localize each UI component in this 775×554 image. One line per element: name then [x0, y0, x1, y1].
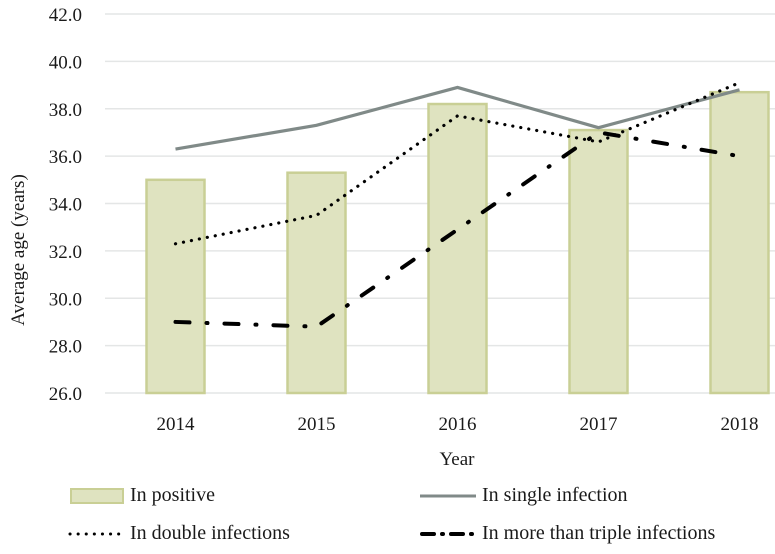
line-in-double-infections: [173, 81, 742, 246]
legend-label: In more than triple infections: [482, 522, 716, 544]
legend-item-double: In double infections: [68, 522, 290, 545]
y-tick-label: 32.0: [49, 242, 82, 263]
bar-2014: [145, 178, 206, 395]
x-tick-label: 2018: [721, 414, 759, 435]
y-tick-label: 34.0: [49, 195, 82, 216]
bar-2016: [427, 102, 488, 395]
legend-swatch-dashdot-line: [420, 531, 476, 536]
bar-2018: [709, 90, 770, 395]
legend-item-triple: In more than triple infections: [420, 522, 715, 545]
y-tick-label: 28.0: [49, 337, 82, 358]
legend-swatch-solid-line: [420, 494, 476, 497]
y-tick-label: 36.0: [49, 147, 82, 168]
y-tick-label: 40.0: [49, 52, 82, 73]
x-tick-label: 2014: [157, 414, 196, 435]
y-axis-title: Average age (years): [8, 174, 29, 326]
legend: In positive In single infection In doubl…: [0, 478, 775, 554]
chart: 26.0 28.0 30.0 32.0 34.0 36.0 38.0 40.0 42.0 201…: [8, 5, 775, 470]
bar-2017: [568, 128, 629, 395]
legend-swatch-bar: [70, 487, 124, 504]
x-axis-title: Year: [439, 449, 475, 470]
legend-label: In single infection: [482, 484, 628, 506]
x-tick-label: 2016: [439, 414, 477, 435]
legend-swatch-dotted-line: [68, 532, 124, 535]
lines: [173, 81, 742, 329]
x-tick-label: 2015: [298, 414, 336, 435]
line-in-single-infection: [175, 85, 740, 151]
legend-label: In double infections: [130, 522, 290, 544]
y-tick-label: 38.0: [49, 100, 82, 121]
legend-item-positive: In positive: [70, 484, 215, 507]
y-tick-label: 42.0: [49, 5, 82, 26]
bar-2015: [286, 171, 347, 395]
x-tick-label: 2017: [580, 414, 618, 435]
x-axis-ticks: 2014 2015 2016 2017 2018: [157, 414, 759, 435]
y-axis-ticks: 26.0 28.0 30.0 32.0 34.0 36.0 38.0 40.0 42.0: [49, 5, 82, 405]
legend-item-single: In single infection: [420, 484, 628, 507]
legend-label: In positive: [130, 484, 215, 506]
bars: [145, 90, 770, 395]
y-tick-label: 30.0: [49, 289, 82, 310]
y-tick-label: 26.0: [49, 384, 82, 405]
